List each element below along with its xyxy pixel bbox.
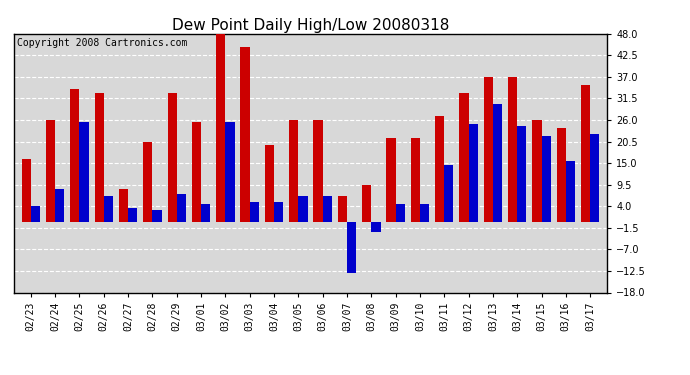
Bar	[435, 116, 444, 222]
Bar	[152, 210, 161, 222]
Bar	[31, 206, 40, 222]
Bar	[144, 142, 152, 222]
Bar	[265, 146, 274, 222]
Bar	[168, 93, 177, 222]
Bar	[337, 196, 347, 222]
Bar	[177, 195, 186, 222]
Bar	[557, 128, 566, 222]
Bar	[298, 196, 308, 222]
Bar	[216, 34, 226, 222]
Bar	[55, 189, 64, 222]
Bar	[508, 77, 518, 222]
Bar	[119, 189, 128, 222]
Bar	[460, 93, 469, 222]
Bar	[201, 204, 210, 222]
Bar	[104, 196, 113, 222]
Bar	[362, 185, 371, 222]
Bar	[590, 134, 600, 222]
Bar	[386, 138, 395, 222]
Bar	[371, 222, 381, 232]
Bar	[313, 120, 323, 222]
Bar	[493, 104, 502, 222]
Bar	[542, 136, 551, 222]
Bar	[532, 120, 542, 222]
Bar	[347, 222, 356, 273]
Bar	[250, 202, 259, 222]
Bar	[323, 196, 332, 222]
Bar	[581, 85, 590, 222]
Title: Dew Point Daily High/Low 20080318: Dew Point Daily High/Low 20080318	[172, 18, 449, 33]
Bar	[274, 202, 284, 222]
Bar	[70, 88, 79, 222]
Bar	[411, 138, 420, 222]
Bar	[240, 48, 250, 222]
Bar	[484, 77, 493, 222]
Bar	[128, 208, 137, 222]
Bar	[79, 122, 89, 222]
Bar	[192, 122, 201, 222]
Bar	[566, 161, 575, 222]
Bar	[226, 122, 235, 222]
Bar	[420, 204, 429, 222]
Bar	[395, 204, 405, 222]
Bar	[21, 159, 31, 222]
Bar	[46, 120, 55, 222]
Bar	[469, 124, 477, 222]
Bar	[95, 93, 103, 222]
Bar	[518, 126, 526, 222]
Bar	[289, 120, 298, 222]
Bar	[444, 165, 453, 222]
Text: Copyright 2008 Cartronics.com: Copyright 2008 Cartronics.com	[17, 38, 187, 48]
